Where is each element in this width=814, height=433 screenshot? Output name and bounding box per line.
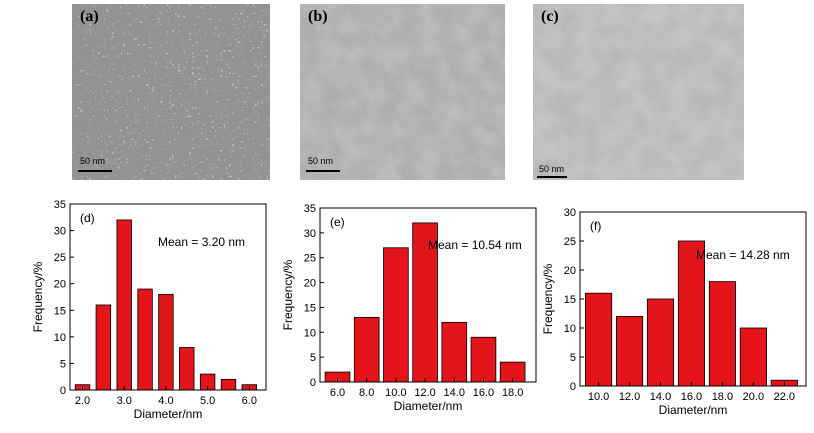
histogram-d-plot: 0 5 10 15 20 25 30 35 2.0 3.0 4.0 5.0 6.0 Diameter/nm… (31, 199, 267, 421)
x-tick-label: 16.0 (473, 387, 494, 399)
mean-annotation: Mean = 10.54 nm (428, 238, 522, 252)
scale-bar-a (78, 170, 112, 172)
y-tick-label: 30 (304, 228, 316, 240)
x-tick-label: 6.0 (330, 387, 345, 399)
bar (116, 219, 132, 391)
tem-image-c: (c) 50 nm (533, 4, 744, 180)
y-tick-label: 20 (564, 265, 576, 277)
y-tick-label: 20 (304, 278, 316, 290)
bar (220, 378, 237, 391)
x-tick-label: 18.0 (712, 391, 733, 403)
bar (383, 247, 409, 383)
y-tick-label: 10 (304, 327, 316, 339)
y-tick-label: 30 (54, 226, 66, 238)
panel-label-c: (c) (541, 8, 559, 25)
histogram-e: 0 5 10 15 20 25 30 35 6.0 8.0 10.0 12.0 14.0 16.0 18.0… (270, 196, 540, 428)
y-tick-label: 10 (54, 332, 66, 344)
bar (708, 281, 736, 387)
y-tick-label: 5 (60, 358, 66, 370)
histogram-e-plot: 0 5 10 15 20 25 30 35 6.0 8.0 10.0 12.0 14.0 16.0 18.0… (281, 203, 537, 413)
y-axis-label: Frequency/% (541, 263, 555, 334)
y-tick-label: 0 (60, 385, 66, 397)
bar (137, 288, 153, 391)
y-axis-label: Frequency/% (281, 259, 295, 330)
bar (179, 347, 195, 391)
mean-annotation: Mean = 3.20 nm (158, 235, 245, 249)
x-tick-label: 12.0 (619, 391, 640, 403)
y-tick-label: 15 (564, 294, 576, 306)
x-tick-label: 16.0 (681, 391, 702, 403)
histogram-f: 0 5 10 15 20 25 30 10.0 12.0 14.0 16.0 18.0 20.0 22.0… (540, 196, 814, 428)
x-tick-label: 14.0 (650, 391, 671, 403)
x-tick-label: 18.0 (502, 387, 523, 399)
bar (353, 316, 380, 383)
bar (412, 222, 438, 383)
y-tick-label: 0 (310, 377, 316, 389)
x-axis-label: Diameter/nm (134, 407, 203, 421)
scale-label-c: 50 nm (539, 164, 565, 174)
y-tick-label: 25 (304, 253, 316, 265)
plot-frame (69, 203, 267, 391)
x-tick-label: 10.0 (385, 387, 406, 399)
x-tick-label: 22.0 (774, 391, 795, 403)
bar (158, 293, 174, 391)
x-tick-label: 10.0 (588, 391, 609, 403)
scale-bar-b (306, 170, 340, 172)
plot-frame (319, 207, 537, 383)
y-tick-label: 10 (564, 323, 576, 335)
y-tick-label: 0 (570, 381, 576, 393)
scale-bar-c (537, 176, 567, 178)
x-tick-label: 6.0 (242, 395, 257, 407)
x-axis-label: Diameter/nm (659, 403, 728, 417)
x-tick-label: 12.0 (414, 387, 435, 399)
bar (95, 304, 112, 391)
tem-image-b: (b) 50 nm (300, 4, 505, 180)
y-axis-label: Frequency/% (31, 261, 45, 332)
y-tick-label: 35 (54, 199, 66, 211)
tem-image-a: (a) 50 nm (72, 4, 270, 180)
bar (646, 298, 675, 387)
x-tick-label: 2.0 (75, 395, 90, 407)
scale-label-a: 50 nm (80, 156, 106, 166)
bar (615, 316, 644, 387)
y-tick-label: 5 (570, 352, 576, 364)
bar (470, 336, 497, 383)
panel-label-a: (a) (80, 8, 99, 25)
y-tick-label: 35 (304, 203, 316, 215)
bar (585, 292, 613, 387)
bar (441, 321, 468, 383)
y-tick-label: 15 (54, 305, 66, 317)
x-tick-label: 20.0 (743, 391, 764, 403)
bar (739, 327, 767, 387)
histogram-d: 0 5 10 15 20 25 30 35 2.0 3.0 4.0 5.0 6.0 Diameter/nm… (0, 196, 270, 428)
panel-label-b: (b) (308, 8, 328, 25)
panel-label: (e) (330, 215, 345, 229)
panel-label: (f) (590, 219, 601, 233)
panel-label: (d) (80, 211, 95, 225)
y-tick-label: 15 (304, 302, 316, 314)
x-tick-label: 4.0 (158, 395, 173, 407)
x-tick-label: 3.0 (117, 395, 132, 407)
scale-label-b: 50 nm (308, 156, 334, 166)
x-tick-label: 8.0 (359, 387, 374, 399)
x-axis-label: Diameter/nm (394, 399, 463, 413)
histogram-f-plot: 0 5 10 15 20 25 30 10.0 12.0 14.0 16.0 18.0 20.0 22.0… (541, 207, 807, 417)
x-tick-label: 5.0 (200, 395, 215, 407)
y-tick-label: 5 (310, 352, 316, 364)
x-tick-label: 14.0 (444, 387, 465, 399)
y-tick-label: 20 (54, 279, 66, 291)
y-tick-label: 25 (564, 236, 576, 248)
y-tick-label: 25 (54, 252, 66, 264)
mean-annotation: Mean = 14.28 nm (696, 248, 790, 262)
y-tick-label: 30 (564, 207, 576, 219)
bar (677, 240, 706, 387)
